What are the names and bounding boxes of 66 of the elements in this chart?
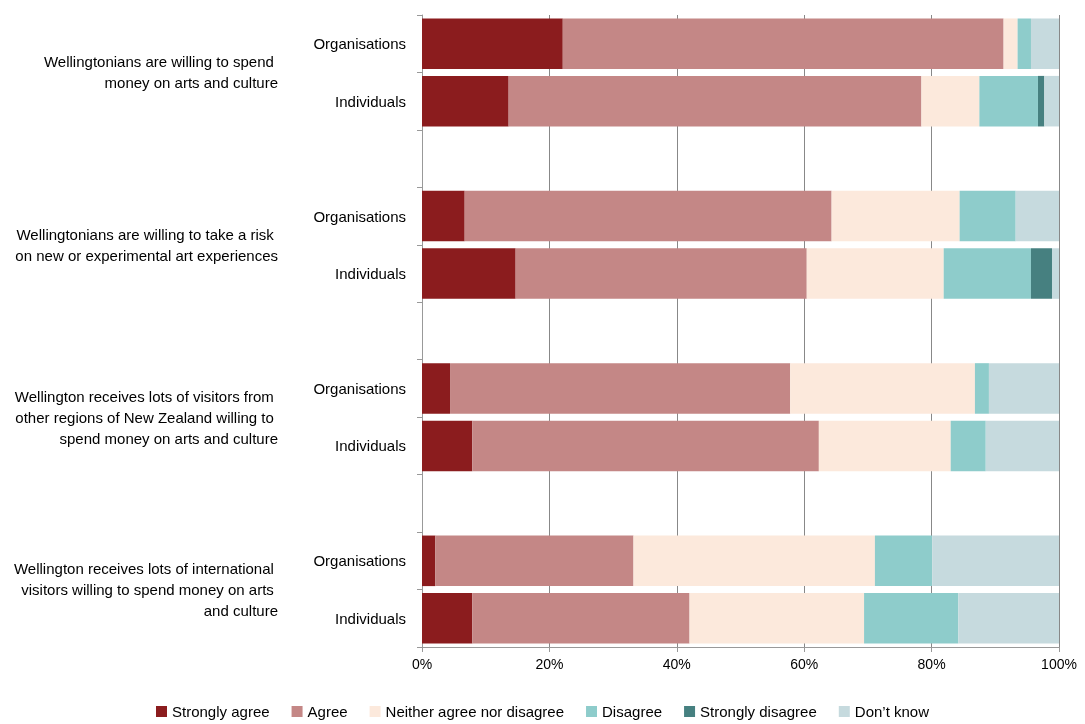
bar <box>985 420 1059 472</box>
legend-label: Strongly agree <box>172 703 270 720</box>
bar <box>472 420 819 472</box>
bar <box>874 535 933 587</box>
bar <box>422 248 516 299</box>
bar <box>943 248 1031 299</box>
bar <box>921 75 980 127</box>
legend-label: Neither agree nor disagree <box>385 703 565 720</box>
text: Wellington receives lots of international visitors willing to spend money on arts and culture <box>13 560 278 620</box>
bar <box>988 363 1059 414</box>
bar <box>959 190 1016 242</box>
bar <box>633 535 875 587</box>
y-tick-label: Individuals <box>335 92 406 110</box>
y-tick-label: Organisations <box>313 207 406 225</box>
bar <box>831 190 960 242</box>
y-tick-label: Individuals <box>335 437 406 455</box>
bar <box>950 420 986 472</box>
bar <box>1015 190 1059 242</box>
bar <box>864 592 959 644</box>
bar <box>422 18 563 70</box>
x-tick-label: 60% <box>790 656 819 672</box>
text: Wellingtonians are willing to take a risk on new or experimental art experiences <box>15 225 278 264</box>
x-tick-label: 40% <box>662 656 691 672</box>
bar <box>974 363 989 414</box>
bar <box>422 592 473 644</box>
bar <box>422 535 436 587</box>
bar <box>1044 75 1059 127</box>
bar <box>508 75 922 127</box>
x-tick-label: 20% <box>535 656 564 672</box>
y-tick-label: Organisations <box>313 379 406 397</box>
x-tick-label: 80% <box>917 656 946 672</box>
bar <box>1051 248 1059 299</box>
bar <box>1037 75 1045 127</box>
bar <box>435 535 634 587</box>
legend-label: Agree <box>307 703 348 720</box>
bar <box>979 75 1038 127</box>
bar <box>422 363 451 414</box>
y-tick-label: Organisations <box>313 35 406 53</box>
bar <box>932 535 1059 587</box>
bar <box>515 248 807 299</box>
bar <box>422 190 465 242</box>
bar <box>958 592 1059 644</box>
bar <box>450 363 791 414</box>
bar <box>818 420 951 472</box>
x-tick-label: 100% <box>1041 656 1077 672</box>
bar <box>1003 18 1018 70</box>
y-tick-label: Organisations <box>313 552 406 570</box>
text: Wellington receives lots of visitors from other regions of New Zealand willing to spend money on arts and culture <box>14 387 278 447</box>
legend-label: Strongly disagree <box>700 703 817 720</box>
bar <box>790 363 975 414</box>
legend-label: Disagree <box>602 703 663 720</box>
bar <box>422 420 473 472</box>
y-tick-label: Individuals <box>335 265 406 283</box>
x-tick-label: 0% <box>411 656 433 672</box>
bar <box>422 75 509 127</box>
bar <box>472 592 690 644</box>
legend-label: Don’t know <box>854 703 930 720</box>
bar <box>689 592 865 644</box>
text: Wellingtonians are willing to spend money on arts and culture <box>43 53 278 92</box>
bar <box>1030 248 1052 299</box>
bar <box>806 248 944 299</box>
y-tick-label: Individuals <box>335 609 406 627</box>
bar <box>1030 18 1059 70</box>
bar <box>464 190 832 242</box>
bar <box>1017 18 1031 70</box>
bar <box>562 18 1004 70</box>
